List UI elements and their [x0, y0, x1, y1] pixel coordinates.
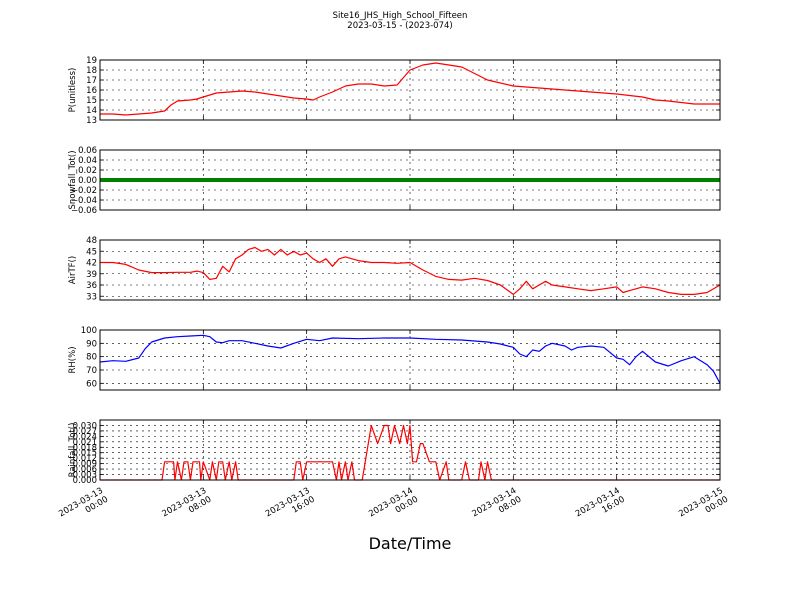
plot-frame	[99, 329, 721, 391]
y-tick-label: 0.009	[73, 460, 97, 470]
y-tick-label: 0.018	[73, 443, 97, 453]
y-tick-label: 0.000	[73, 476, 97, 486]
x-tick-label: 2023-03-1500:00	[677, 486, 730, 528]
y-tick-label: 15	[86, 96, 97, 106]
x-tick-label: 2023-03-1416:00	[574, 486, 627, 528]
x-tick-label: 2023-03-1300:00	[57, 486, 110, 528]
series-line	[100, 246, 721, 295]
y-tick-label: 0.024	[73, 432, 97, 442]
y-tick-label: 80	[86, 353, 97, 363]
subplot-5: 0.0000.0030.0060.0090.0120.0150.0180.021…	[68, 419, 721, 486]
plot-frame	[99, 149, 721, 211]
y-axis-label: AirTF()	[68, 256, 78, 284]
y-axis-label: Rainfall_Tot()	[68, 423, 78, 478]
y-tick-label: 13	[86, 116, 97, 126]
y-tick-label: 18	[86, 66, 97, 76]
plot-frame	[99, 419, 721, 481]
x-tick-label: 2023-03-1316:00	[264, 486, 317, 528]
y-tick-label: 90	[86, 339, 97, 349]
chart-title: Site16_JHS_High_School_Fifteen	[332, 11, 468, 21]
y-tick-label: 0.012	[73, 454, 97, 464]
y-tick-label: 39	[86, 270, 97, 280]
y-tick-label: 0.003	[73, 471, 97, 481]
y-tick-label: 0.027	[73, 427, 97, 437]
plot-frame	[99, 239, 721, 301]
y-axis-label: RH(%)	[68, 346, 78, 373]
y-tick-label: 70	[86, 366, 97, 376]
y-tick-label: 17	[86, 76, 97, 86]
series-line	[100, 424, 720, 481]
x-tick-label: 2023-03-1400:00	[367, 486, 420, 528]
x-axis-label: Date/Time	[368, 534, 452, 553]
y-tick-label: 60	[86, 379, 97, 389]
y-tick-label: 19	[86, 56, 97, 66]
y-tick-label: −0.04	[71, 196, 97, 206]
y-tick-label: 0.02	[78, 166, 97, 176]
y-axis-label: P(unitless)	[68, 68, 78, 113]
y-tick-label: 0.04	[78, 156, 97, 166]
x-tick-label: 2023-03-1308:00	[161, 486, 214, 528]
x-tick-label: 2023-03-1408:00	[471, 486, 524, 528]
y-tick-label: 33	[86, 292, 97, 302]
series-line	[100, 62, 720, 116]
y-tick-label: 0.006	[73, 465, 97, 475]
y-tick-label: −0.02	[71, 186, 97, 196]
subplot-2: −0.06−0.04−0.020.000.020.040.06Snowfall_…	[68, 146, 721, 216]
y-tick-label: 36	[86, 281, 97, 291]
y-tick-label: 0.021	[73, 438, 97, 448]
y-tick-label: 100	[81, 326, 97, 336]
y-tick-label: 0.015	[73, 449, 97, 459]
y-tick-label: 14	[86, 106, 97, 116]
plot-frame	[99, 59, 721, 121]
y-tick-label: 0.00	[78, 176, 97, 186]
series-line	[99, 334, 721, 384]
y-tick-label: −0.06	[71, 206, 97, 216]
y-tick-label: 0.030	[73, 421, 97, 431]
y-tick-label: 42	[86, 259, 97, 269]
chart-subtitle: 2023-03-15 - (2023-074)	[347, 21, 453, 31]
y-tick-label: 0.06	[78, 146, 97, 156]
y-tick-label: 45	[86, 247, 97, 257]
y-tick-label: 16	[86, 86, 97, 96]
y-axis-label: Snowfall_Tot()	[68, 150, 78, 209]
y-tick-label: 48	[86, 236, 97, 246]
